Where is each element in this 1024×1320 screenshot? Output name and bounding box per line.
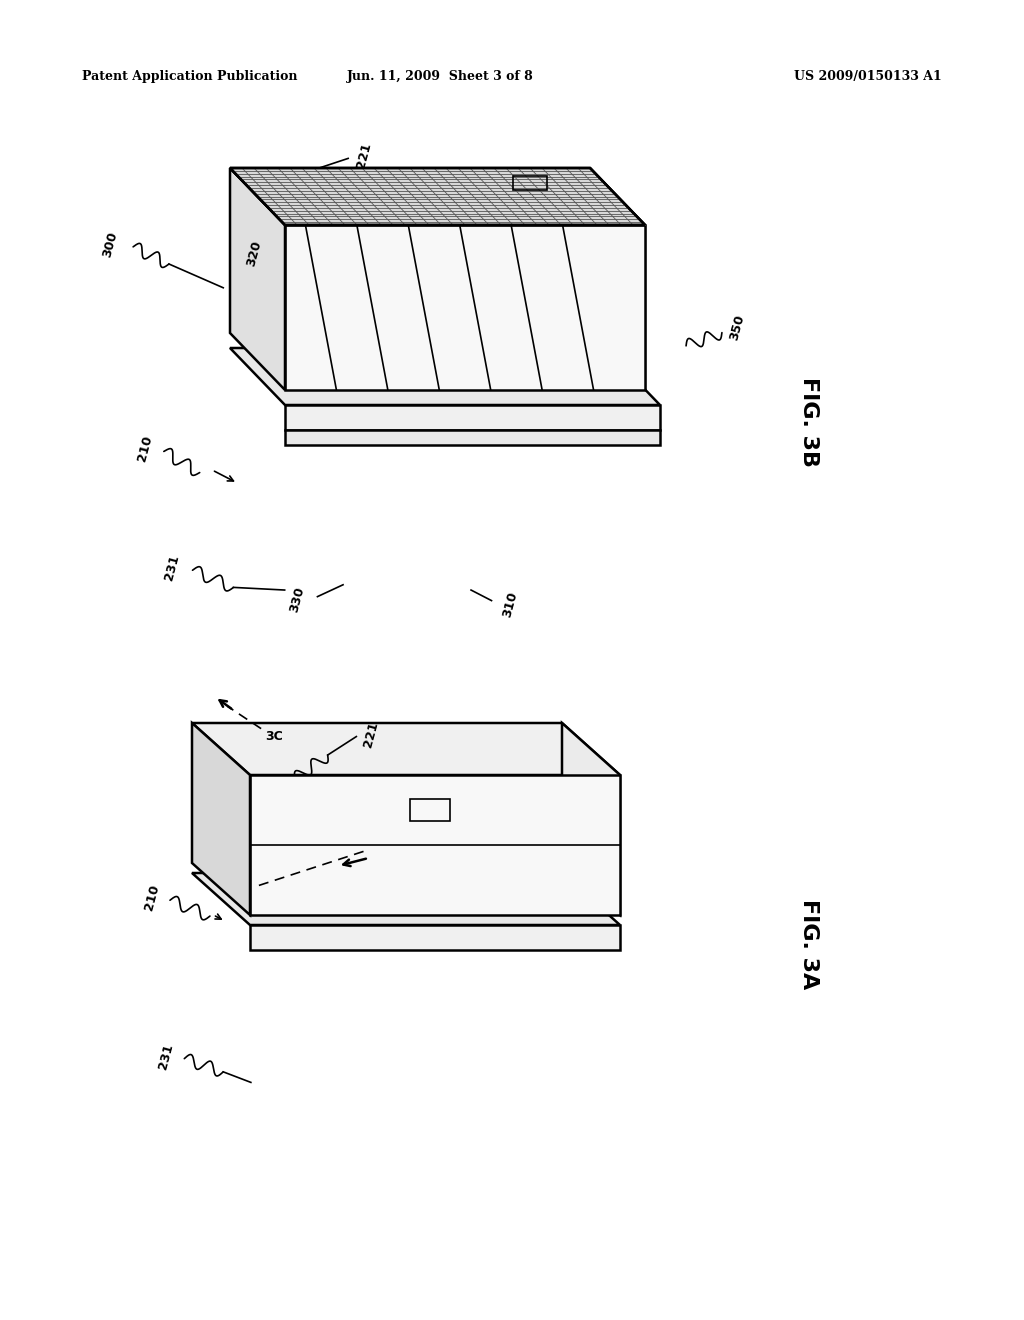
Text: 231: 231 — [163, 553, 181, 582]
Text: 221: 221 — [361, 719, 380, 748]
Text: Patent Application Publication: Patent Application Publication — [82, 70, 297, 83]
Text: 320: 320 — [245, 239, 263, 268]
Text: 221: 221 — [354, 141, 373, 170]
Polygon shape — [562, 723, 620, 915]
Polygon shape — [285, 430, 660, 445]
Polygon shape — [193, 723, 250, 915]
Polygon shape — [230, 168, 285, 389]
Polygon shape — [193, 873, 620, 925]
Text: 231: 231 — [157, 1041, 175, 1071]
Text: 210: 210 — [142, 883, 161, 912]
Polygon shape — [230, 348, 660, 405]
Polygon shape — [230, 168, 285, 224]
Polygon shape — [250, 925, 620, 950]
Polygon shape — [285, 224, 645, 389]
Polygon shape — [193, 723, 620, 775]
Text: 3C: 3C — [265, 730, 284, 743]
Text: 350: 350 — [728, 313, 746, 342]
Text: 210: 210 — [136, 434, 155, 463]
Polygon shape — [250, 775, 620, 915]
Polygon shape — [590, 168, 645, 389]
Text: FIG. 3B: FIG. 3B — [799, 378, 819, 467]
Polygon shape — [285, 405, 660, 430]
Text: 300: 300 — [101, 230, 120, 259]
Text: 330: 330 — [288, 585, 306, 614]
Text: 310: 310 — [501, 590, 519, 619]
Text: Jun. 11, 2009  Sheet 3 of 8: Jun. 11, 2009 Sheet 3 of 8 — [347, 70, 534, 83]
Text: US 2009/0150133 A1: US 2009/0150133 A1 — [795, 70, 942, 83]
Text: FIG. 3A: FIG. 3A — [799, 899, 819, 989]
Polygon shape — [230, 168, 645, 224]
